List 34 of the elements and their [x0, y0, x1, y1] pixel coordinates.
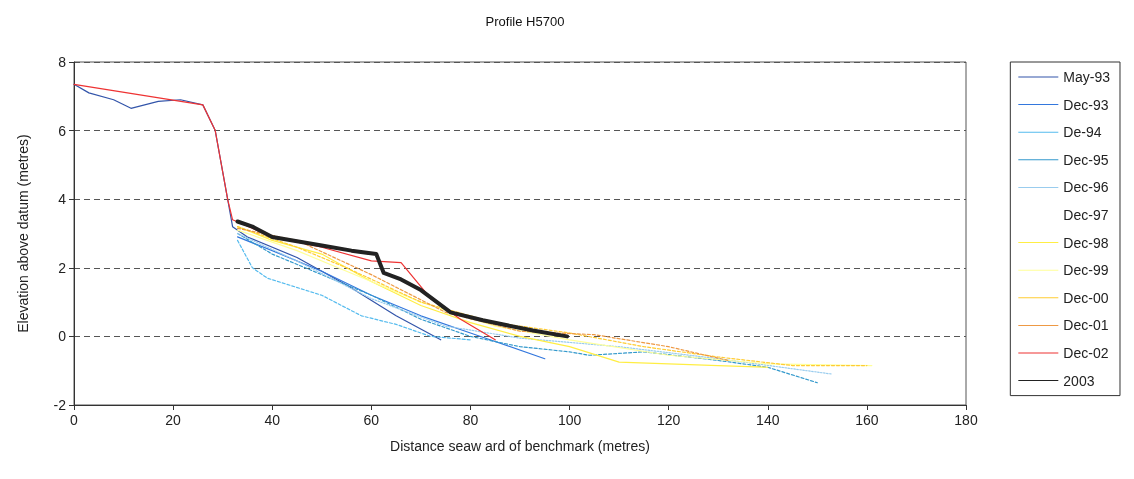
y-tick-label: 2 — [58, 259, 67, 276]
y-tick-label: 8 — [58, 54, 67, 70]
legend-label: Dec-93 — [1063, 96, 1109, 113]
legend-label: May-93 — [1063, 69, 1111, 85]
x-tick-label: 120 — [656, 412, 681, 428]
x-tick-label: 140 — [756, 412, 780, 428]
legend-label: Dec-01 — [1063, 317, 1109, 334]
x-tick-label: 100 — [557, 412, 582, 428]
legend-label: 2003 — [1063, 372, 1095, 389]
x-tick-label: 180 — [954, 412, 978, 428]
x-axis-title: Distance seaw ard of benchmark (metres) — [390, 438, 650, 454]
x-tick-label: 40 — [264, 412, 281, 428]
chart-title: Profile H5700 — [485, 14, 565, 29]
y-tick-label: 0 — [58, 328, 67, 345]
y-tick-label: 6 — [58, 122, 67, 139]
x-tick-label: 80 — [462, 412, 479, 428]
y-tick-label: -2 — [53, 397, 67, 413]
line-series — [235, 219, 570, 339]
legend-label: Dec-96 — [1063, 179, 1109, 196]
legend-label: Dec-99 — [1063, 262, 1109, 279]
x-tick-label: 160 — [855, 412, 879, 428]
line-series — [236, 239, 472, 341]
legend-label: Dec-98 — [1063, 234, 1109, 251]
legend-label: Dec-95 — [1063, 151, 1109, 168]
y-axis-title: Elevation above datum (metres) — [15, 134, 31, 333]
y-tick-label: 4 — [58, 191, 67, 208]
legend-label: De-94 — [1063, 124, 1102, 141]
x-tick-label: 0 — [70, 412, 79, 428]
legend-label: Dec-00 — [1063, 289, 1109, 306]
line-series — [236, 236, 546, 360]
x-tick-label: 20 — [165, 412, 182, 428]
x-tick-label: 60 — [363, 412, 380, 428]
legend-label: Dec-02 — [1063, 345, 1109, 361]
text: Dec-97 — [1063, 207, 1109, 223]
